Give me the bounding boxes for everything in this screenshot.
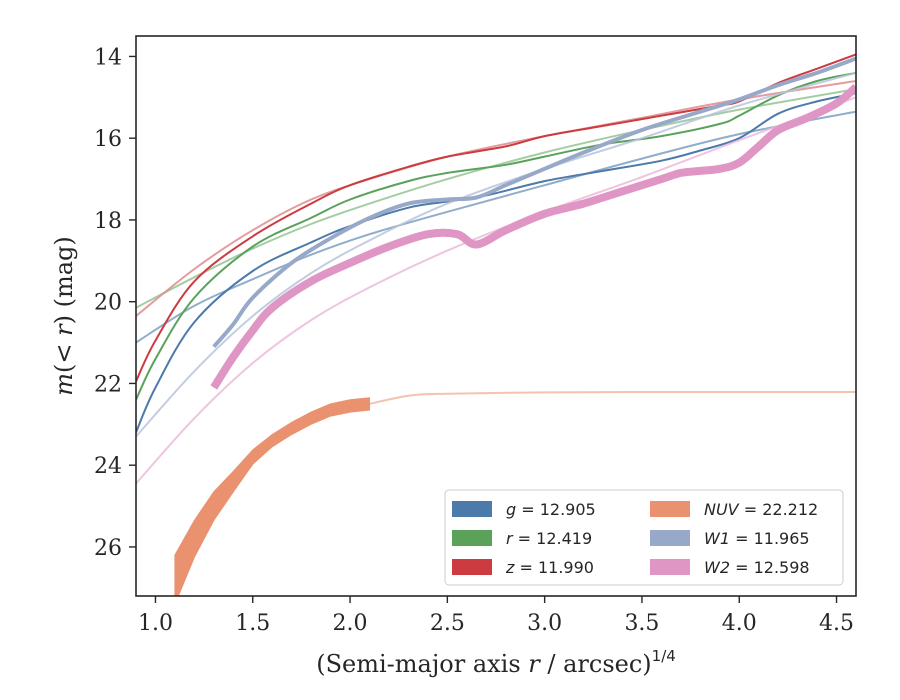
legend-label-r: r = 12.419 <box>506 529 592 548</box>
y-tick-label: 20 <box>94 291 122 316</box>
series-layer <box>136 53 856 596</box>
plot-area <box>136 53 856 596</box>
y-tick-label: 16 <box>94 127 122 152</box>
y-axis: 14 16 18 20 22 24 26 <box>94 45 136 561</box>
series-W2-data-line <box>210 84 856 390</box>
legend-swatch-W2 <box>650 559 690 575</box>
legend-label-W2: W2 = 12.598 <box>704 558 810 577</box>
x-tick-label: 3.0 <box>527 611 562 636</box>
legend: g = 12.905 r = 12.419 z = 11.990 NUV = 22.2… <box>444 489 844 586</box>
x-tick-label: 4.5 <box>819 611 854 636</box>
series-W2-model-line <box>136 96 856 485</box>
series-W1-data-line <box>212 56 856 349</box>
legend-frame <box>444 489 844 586</box>
legend-swatch-W1 <box>650 530 690 546</box>
x-axis: 1.0 1.5 2.0 2.5 3.0 3.5 4.0 4.5 <box>138 596 854 636</box>
x-tick-label: 1.0 <box>138 611 173 636</box>
series-NUV-band <box>174 397 370 596</box>
legend-swatch-r <box>452 530 492 546</box>
legend-label-W1: W1 = 11.965 <box>704 529 810 548</box>
y-tick-label: 22 <box>94 372 122 397</box>
x-tick-label: 1.5 <box>235 611 270 636</box>
x-tick-label: 2.0 <box>333 611 368 636</box>
y-tick-label: 26 <box>94 536 122 561</box>
series-r-data-line <box>136 71 856 401</box>
y-axis-label: m(< r) (mag) <box>50 236 78 396</box>
legend-swatch-g <box>452 501 492 517</box>
legend-label-NUV: NUV = 22.212 <box>704 500 818 519</box>
x-tick-label: 2.5 <box>430 611 465 636</box>
x-axis-label: (Semi-major axis r / arcsec)1/4 <box>316 647 676 678</box>
legend-label-z: z = 11.990 <box>505 558 594 577</box>
x-tick-label: 3.5 <box>624 611 659 636</box>
series-W1-model-line <box>136 71 856 438</box>
y-tick-label: 18 <box>94 209 122 234</box>
series-NUV-model-line <box>369 390 856 405</box>
y-tick-label: 14 <box>94 45 122 70</box>
plot-frame <box>135 35 857 597</box>
series-g-model-line <box>136 110 856 344</box>
legend-swatch-z <box>452 559 492 575</box>
x-tick-label: 4.0 <box>722 611 757 636</box>
y-tick-label: 24 <box>94 454 122 479</box>
legend-label-g: g = 12.905 <box>506 500 596 519</box>
legend-swatch-NUV <box>650 501 690 517</box>
series-g-data-line <box>136 92 856 433</box>
